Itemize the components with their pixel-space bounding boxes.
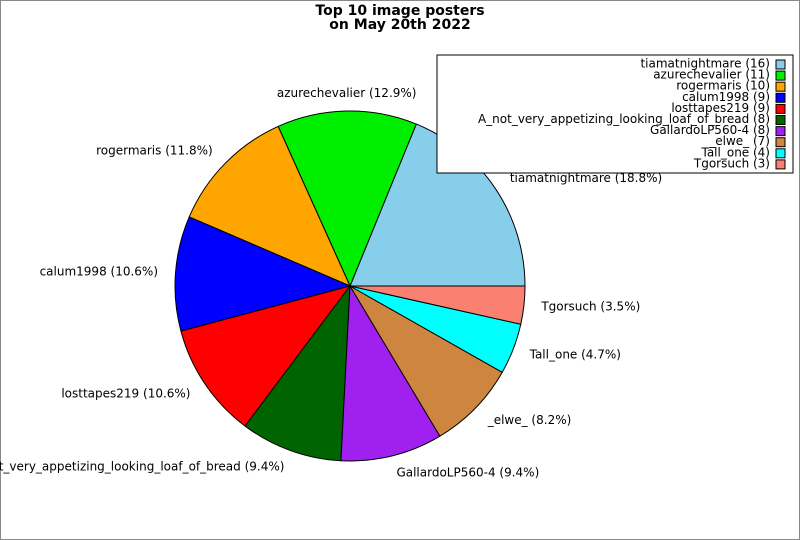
pie-slice <box>277 110 417 288</box>
slice-label: Tall_one (4.7%) <box>529 348 621 362</box>
slice-label: A_not_very_appetizing_looking_loaf_of_br… <box>0 459 284 473</box>
pie-slice <box>349 285 526 325</box>
legend-swatch <box>775 115 786 125</box>
pie-slice <box>188 125 351 287</box>
legend-label: calum1998 (9) <box>682 90 770 104</box>
chart-title: Top 10 image posters <box>315 3 484 19</box>
legend-swatch <box>775 126 786 137</box>
legend-swatch <box>775 148 786 159</box>
pie-slice <box>180 285 352 427</box>
slice-label: Tgorsuch (3.5%) <box>540 300 640 314</box>
slice-label: calum1998 (10.6%) <box>40 265 158 279</box>
pie-slice <box>349 123 526 287</box>
legend-swatch <box>775 103 786 114</box>
legend-label: rogermaris (10) <box>676 79 770 93</box>
legend-swatch <box>775 81 786 92</box>
legend-label: tiamatnightmare (16) <box>640 57 770 71</box>
legend-label: A_not_very_appetizing_looking_loaf_of_br… <box>478 112 770 126</box>
slice-label: GallardoLP560-4 (9.4%) <box>396 465 539 479</box>
legend-box <box>436 54 794 174</box>
pie-slice <box>174 216 352 332</box>
pie-slice <box>244 284 351 462</box>
legend-label: losttapes219 (9) <box>671 101 770 115</box>
slice-label: losttapes219 (10.6%) <box>61 386 190 400</box>
legend-swatch <box>775 92 786 103</box>
legend-label: Tgorsuch (3) <box>693 156 770 170</box>
legend-label: GallardoLP560-4 (8) <box>650 123 770 137</box>
slice-label: rogermaris (11.8%) <box>96 144 213 158</box>
legend-swatch <box>775 137 786 148</box>
legend-swatch <box>775 159 786 170</box>
chart-title: on May 20th 2022 <box>329 17 470 33</box>
legend-swatch <box>775 59 786 70</box>
legend-swatch <box>775 70 786 81</box>
slice-label: _elwe_ (8.2%) <box>487 413 572 427</box>
pie-slice <box>340 284 441 462</box>
legend-label: azurechevalier (11) <box>653 68 770 82</box>
legend-label: Tall_one (4) <box>700 145 770 159</box>
pie-slice <box>348 284 503 437</box>
slice-label: azurechevalier (12.9%) <box>277 86 417 100</box>
legend-label: _elwe_ (7) <box>708 134 770 148</box>
slice-label: tiamatnightmare (18.8%) <box>510 171 662 185</box>
